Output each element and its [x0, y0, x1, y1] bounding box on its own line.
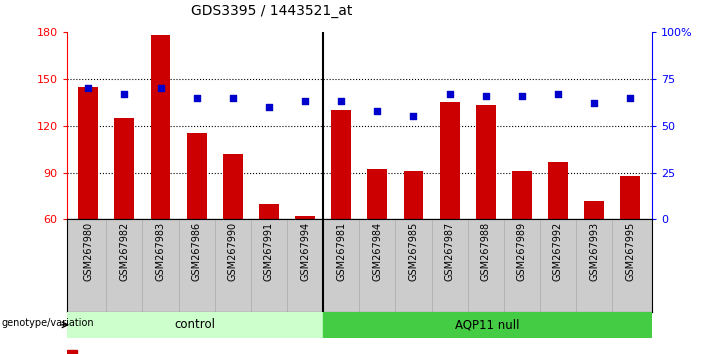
- Text: GSM267993: GSM267993: [589, 222, 599, 281]
- Point: [155, 85, 166, 91]
- Bar: [620, 176, 640, 219]
- Point: [480, 93, 491, 98]
- Bar: [512, 171, 532, 219]
- Point: [444, 91, 455, 97]
- Bar: [67, 312, 322, 338]
- Text: GSM267991: GSM267991: [264, 222, 274, 281]
- Text: GDS3395 / 1443521_at: GDS3395 / 1443521_at: [191, 4, 352, 18]
- Point: [625, 95, 636, 101]
- Bar: [367, 170, 387, 219]
- Text: GSM267987: GSM267987: [444, 222, 454, 281]
- Text: GSM267990: GSM267990: [228, 222, 238, 281]
- Text: genotype/variation: genotype/variation: [1, 319, 94, 329]
- Bar: [114, 118, 135, 219]
- Bar: [295, 216, 315, 219]
- Text: GSM267994: GSM267994: [300, 222, 310, 281]
- Point: [516, 93, 527, 98]
- Text: GSM267992: GSM267992: [553, 222, 563, 281]
- Point: [299, 98, 311, 104]
- Point: [552, 91, 564, 97]
- Text: GSM267995: GSM267995: [625, 222, 635, 281]
- Text: GSM267988: GSM267988: [481, 222, 491, 281]
- Text: GSM267986: GSM267986: [191, 222, 202, 281]
- Bar: [332, 110, 351, 219]
- Bar: [440, 102, 460, 219]
- Bar: [404, 171, 423, 219]
- Text: GSM267983: GSM267983: [156, 222, 165, 281]
- Point: [227, 95, 238, 101]
- Text: AQP11 null: AQP11 null: [455, 318, 519, 331]
- Point: [408, 113, 419, 119]
- Text: GSM267981: GSM267981: [336, 222, 346, 281]
- Bar: [259, 204, 279, 219]
- Bar: [476, 105, 496, 219]
- Bar: [584, 201, 604, 219]
- Text: GSM267989: GSM267989: [517, 222, 527, 281]
- Bar: [223, 154, 243, 219]
- Text: GSM267984: GSM267984: [372, 222, 382, 281]
- Point: [118, 91, 130, 97]
- Text: GSM267982: GSM267982: [119, 222, 130, 281]
- Point: [191, 95, 203, 101]
- Text: GSM267985: GSM267985: [409, 222, 418, 281]
- Point: [336, 98, 347, 104]
- Point: [83, 85, 94, 91]
- Bar: [151, 35, 170, 219]
- Point: [264, 104, 275, 110]
- Text: GSM267980: GSM267980: [83, 222, 93, 281]
- Bar: [322, 312, 652, 338]
- Text: control: control: [174, 318, 215, 331]
- Point: [589, 100, 600, 106]
- Point: [372, 108, 383, 114]
- Bar: [67, 350, 77, 354]
- Bar: [186, 133, 207, 219]
- Bar: [79, 87, 98, 219]
- Bar: [548, 162, 568, 219]
